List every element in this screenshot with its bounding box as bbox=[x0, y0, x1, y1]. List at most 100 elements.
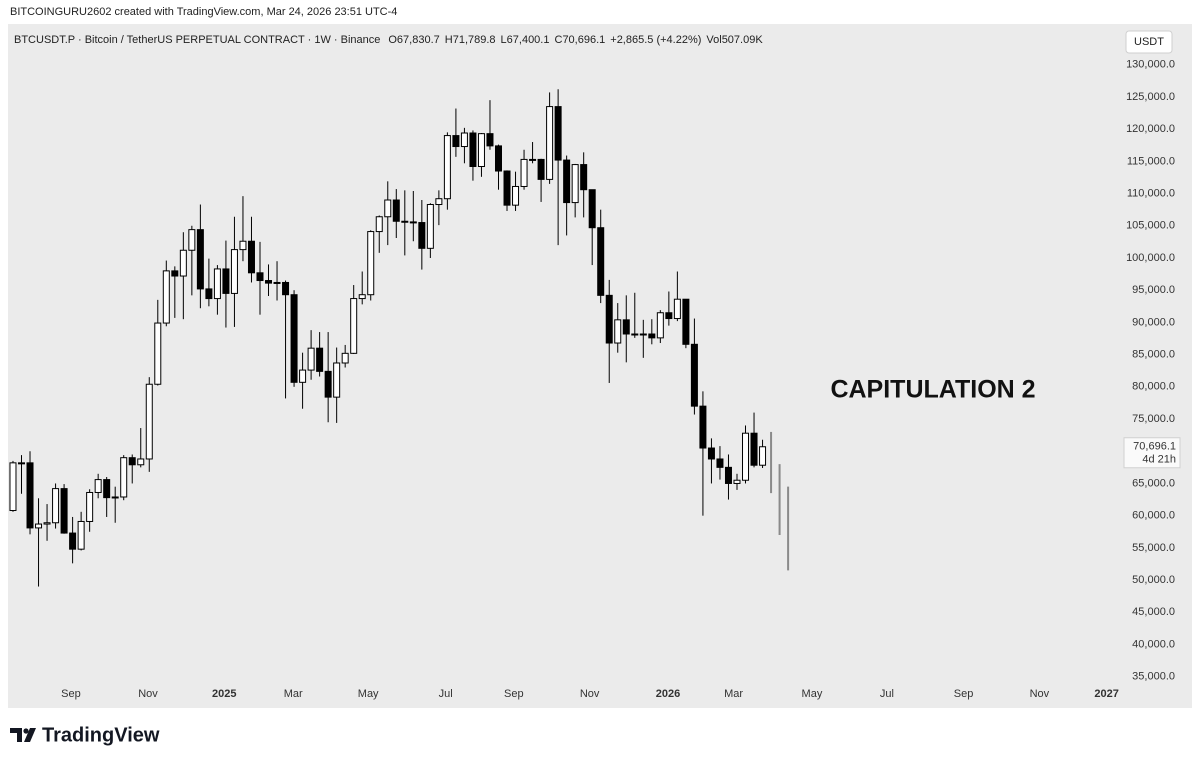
candle-body bbox=[60, 488, 68, 534]
candle-body bbox=[435, 198, 443, 206]
candle-body bbox=[520, 158, 528, 187]
candle-body bbox=[77, 520, 85, 550]
y-tick-label: 110,000.0 bbox=[1127, 187, 1175, 199]
x-tick-label: May bbox=[358, 688, 379, 700]
x-tick-label: May bbox=[802, 688, 823, 700]
x-tick-label: Jul bbox=[439, 688, 453, 700]
candle-body bbox=[230, 249, 238, 294]
candle-body bbox=[580, 164, 588, 191]
candle-body bbox=[529, 158, 537, 161]
candle-body bbox=[179, 249, 187, 277]
x-tick-label: 2025 bbox=[212, 688, 236, 700]
x-tick-label: Mar bbox=[284, 688, 303, 700]
candle-body bbox=[477, 133, 485, 168]
candle-body bbox=[341, 352, 349, 364]
candle-body bbox=[716, 458, 724, 468]
candle-body bbox=[128, 457, 136, 466]
candle-body bbox=[213, 268, 221, 300]
candle-body bbox=[256, 272, 264, 282]
candle-body bbox=[759, 446, 767, 466]
candle-body bbox=[9, 462, 17, 512]
candle-body bbox=[35, 523, 43, 529]
y-tick-label: 105,000.0 bbox=[1126, 220, 1175, 232]
candle-body bbox=[392, 199, 400, 222]
currency[interactable]: USDT bbox=[1134, 36, 1164, 48]
x-tick-label: Nov bbox=[1030, 688, 1050, 700]
candle-body bbox=[17, 462, 25, 465]
candle-body bbox=[554, 106, 562, 161]
legend-key: O bbox=[388, 34, 397, 46]
candle-body bbox=[137, 458, 145, 466]
candle-body bbox=[656, 312, 664, 339]
candle-body bbox=[239, 240, 247, 251]
candle-body bbox=[486, 133, 494, 147]
candle-body bbox=[384, 199, 392, 218]
candle-body bbox=[631, 333, 639, 336]
candle-body bbox=[452, 135, 460, 148]
x-tick-label: Mar bbox=[724, 688, 743, 700]
legend-change: +2,865.5 (+4.22%) bbox=[610, 34, 701, 46]
currency-button[interactable] bbox=[1125, 30, 1173, 54]
candle-body bbox=[648, 333, 656, 339]
candle-body bbox=[690, 343, 698, 407]
annotation: CAPITULATION 2 bbox=[830, 376, 1035, 404]
candle-body bbox=[443, 135, 451, 200]
candle-body bbox=[282, 281, 290, 296]
candle-body bbox=[614, 319, 622, 344]
candle-body bbox=[316, 347, 324, 372]
legend-value: 71,789.8 bbox=[453, 34, 496, 46]
brand-logo bbox=[10, 728, 36, 742]
candle-body bbox=[682, 298, 690, 345]
candle-body bbox=[426, 204, 434, 249]
y-tick-label: 85,000.0 bbox=[1132, 349, 1175, 361]
legend-value: 67,830.7 bbox=[397, 34, 440, 46]
brand: TradingView bbox=[42, 724, 160, 746]
legend-value: 70,696.1 bbox=[562, 34, 605, 46]
candle-body bbox=[724, 466, 732, 484]
y-tick-label: 35,000.0 bbox=[1132, 671, 1175, 683]
symbol-legend: BTCUSDT.P · Bitcoin / TetherUS PERPETUAL… bbox=[14, 34, 763, 46]
candle-body bbox=[324, 370, 332, 398]
candle-body bbox=[494, 145, 502, 172]
y-tick-label: 60,000.0 bbox=[1132, 510, 1175, 522]
x-tick-label: 2027 bbox=[1094, 688, 1118, 700]
y-tick-label: 50,000.0 bbox=[1132, 574, 1175, 586]
candle-body bbox=[742, 432, 750, 481]
last-price-box bbox=[1123, 437, 1181, 469]
y-tick-label: 40,000.0 bbox=[1132, 638, 1175, 650]
candle-body bbox=[26, 462, 34, 529]
legend-key: H bbox=[445, 34, 453, 46]
legend-value: 67,400.1 bbox=[507, 34, 550, 46]
candle-body bbox=[401, 220, 409, 223]
y-tick-label: 90,000.0 bbox=[1132, 316, 1175, 328]
x-tick-label: 2026 bbox=[656, 688, 680, 700]
candle-body bbox=[367, 231, 375, 296]
candle-body bbox=[290, 294, 298, 383]
candle-body bbox=[350, 298, 358, 354]
countdown: 4d 21h bbox=[1142, 454, 1176, 466]
candle-body bbox=[537, 158, 545, 180]
candle-body bbox=[588, 189, 596, 229]
plot-background bbox=[8, 24, 1192, 708]
candle-body bbox=[247, 240, 255, 274]
y-tick-label: 95,000.0 bbox=[1132, 284, 1175, 296]
candle-body bbox=[307, 347, 315, 371]
last-price-label: 70,696.1 bbox=[1133, 441, 1176, 453]
candle-body bbox=[333, 362, 341, 398]
candle-body bbox=[171, 270, 179, 277]
candle-body bbox=[120, 457, 128, 498]
candle-body bbox=[665, 312, 673, 320]
candle-body bbox=[358, 294, 366, 300]
candle-body bbox=[418, 222, 426, 249]
candle-body bbox=[111, 496, 119, 499]
candle-body bbox=[86, 491, 94, 522]
candle-body bbox=[162, 270, 170, 324]
candle-body bbox=[512, 185, 520, 206]
legend-key: L bbox=[501, 34, 507, 46]
y-tick-label: 125,000.0 bbox=[1126, 91, 1175, 103]
y-tick-label: 100,000.0 bbox=[1126, 252, 1175, 264]
candle-body bbox=[94, 479, 102, 493]
candle-body bbox=[622, 319, 630, 335]
x-tick-label: Jul bbox=[880, 688, 894, 700]
